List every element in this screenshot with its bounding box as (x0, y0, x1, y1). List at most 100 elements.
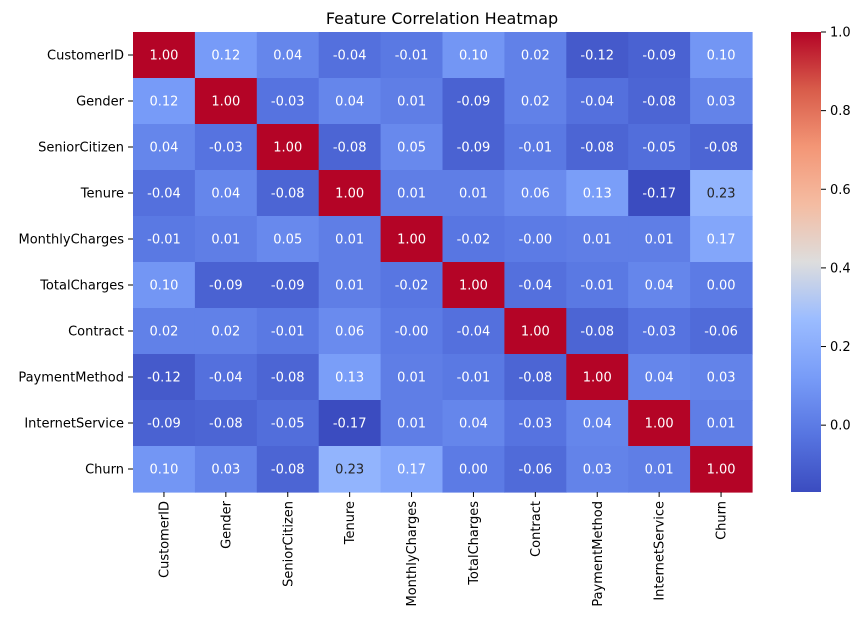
heatmap-cell (690, 170, 753, 217)
heatmap-cell (318, 354, 382, 401)
heatmap-cell (442, 446, 505, 493)
x-axis-ticks: CustomerID Gender SeniorCitizen Tenure Month… (157, 492, 730, 607)
heatmap-cell (690, 354, 753, 401)
cell-value-label: -0.09 (642, 49, 676, 64)
cell-value-label: -0.12 (147, 371, 181, 386)
colorbar-tick-label: 0.8 (830, 104, 851, 119)
y-tick-label: PaymentMethod (18, 371, 124, 386)
heatmap-cell (194, 32, 258, 79)
cell-value-label: -0.08 (580, 141, 614, 156)
cell-value-label: 0.00 (707, 279, 736, 294)
heatmap-cell (318, 78, 382, 125)
heatmap-cell (504, 170, 567, 217)
cell-value-label: -0.03 (271, 95, 305, 110)
heatmap-cell (380, 124, 444, 171)
heatmap-cell (380, 170, 444, 217)
heatmap-cell (318, 32, 382, 79)
heatmap-cell (442, 400, 505, 447)
cell-value-label: 1.00 (397, 233, 426, 248)
heatmap-cell (628, 308, 691, 355)
heatmap-cell (442, 308, 505, 355)
cell-value-label: -0.08 (580, 325, 614, 340)
heatmap-cell (690, 446, 753, 493)
heatmap-cell (133, 354, 196, 401)
cell-value-label: 0.03 (707, 371, 736, 386)
cell-value-label: 1.00 (273, 141, 302, 156)
heatmap-cell (380, 308, 444, 355)
cell-value-label: 1.00 (645, 417, 674, 432)
heatmap-cell (133, 308, 196, 355)
x-tick-label: Contract (529, 501, 544, 557)
cell-value-label: 1.00 (459, 279, 488, 294)
cell-value-label: 0.01 (645, 463, 674, 478)
cell-value-label: -0.03 (209, 141, 243, 156)
heatmap-cell (690, 216, 753, 263)
colorbar-tick-label: 0.6 (830, 183, 851, 198)
heatmap-cell (133, 446, 196, 493)
heatmap-cell (194, 446, 258, 493)
heatmap-cell (628, 216, 691, 263)
heatmap-cell (628, 262, 691, 309)
heatmap-cell (380, 262, 444, 309)
heatmap-cell (504, 446, 567, 493)
cell-value-label: -0.08 (704, 141, 738, 156)
heatmap-cells (133, 32, 753, 493)
x-tick-label: MonthlyCharges (405, 501, 420, 607)
x-tick-label: CustomerID (157, 501, 172, 578)
heatmap-cell (628, 78, 691, 125)
heatmap-cell (256, 446, 320, 493)
colorbar-tick-label: 0.2 (830, 340, 851, 355)
cell-value-label: -0.06 (704, 325, 738, 340)
heatmap-cell (133, 216, 196, 263)
cell-value-label: -0.09 (271, 279, 305, 294)
heatmap-cell (504, 32, 567, 79)
cell-value-label: -0.01 (457, 371, 491, 386)
heatmap-cell (566, 170, 629, 217)
heatmap-cell-labels: 1.00 0.12 0.04 -0.04 -0.01 0.10 0.02 -0.12 -0.09… (147, 49, 738, 478)
heatmap-cell (380, 32, 444, 79)
heatmap-cell (194, 400, 258, 447)
heatmap-cell (133, 32, 196, 79)
cell-value-label: -0.12 (580, 49, 614, 64)
x-tick-label: PaymentMethod (591, 501, 606, 607)
cell-value-label: -0.09 (209, 279, 243, 294)
heatmap-cell (256, 124, 320, 171)
cell-value-label: 0.05 (273, 233, 302, 248)
heatmap-cell (566, 216, 629, 263)
y-tick-label: Churn (85, 463, 124, 478)
colorbar: 0.0 0.2 0.4 0.6 0.8 1.0 (791, 26, 851, 492)
cell-value-label: 0.02 (149, 325, 178, 340)
x-tick-label: SeniorCitizen (281, 501, 296, 587)
heatmap-cell (628, 354, 691, 401)
heatmap-cell (133, 124, 196, 171)
cell-value-label: -0.08 (271, 187, 305, 202)
heatmap-cell (628, 400, 691, 447)
cell-value-label: 0.04 (211, 187, 240, 202)
cell-value-label: -0.08 (271, 371, 305, 386)
x-tick-label: Churn (715, 501, 730, 540)
cell-value-label: -0.08 (271, 463, 305, 478)
cell-value-label: -0.08 (333, 141, 367, 156)
y-tick-label: TotalCharges (39, 279, 124, 294)
heatmap-cell (194, 124, 258, 171)
colorbar-tick-label: 0.4 (830, 261, 851, 276)
cell-value-label: 1.00 (707, 463, 736, 478)
y-tick-label: Tenure (80, 187, 124, 202)
heatmap-cell (256, 78, 320, 125)
cell-value-label: 0.01 (335, 279, 364, 294)
heatmap-cell (318, 262, 382, 309)
cell-value-label: -0.00 (395, 325, 429, 340)
cell-value-label: 0.01 (335, 233, 364, 248)
cell-value-label: -0.00 (519, 233, 553, 248)
cell-value-label: 1.00 (211, 95, 240, 110)
heatmap-cell (380, 78, 444, 125)
heatmap-cell (566, 400, 629, 447)
cell-value-label: 0.04 (335, 95, 364, 110)
heatmap-cell (442, 32, 505, 79)
cell-value-label: 0.04 (645, 371, 674, 386)
heatmap-cell (690, 262, 753, 309)
cell-value-label: 0.04 (273, 49, 302, 64)
cell-value-label: -0.09 (147, 417, 181, 432)
heatmap-cell (566, 262, 629, 309)
y-tick-label: SeniorCitizen (38, 141, 124, 156)
